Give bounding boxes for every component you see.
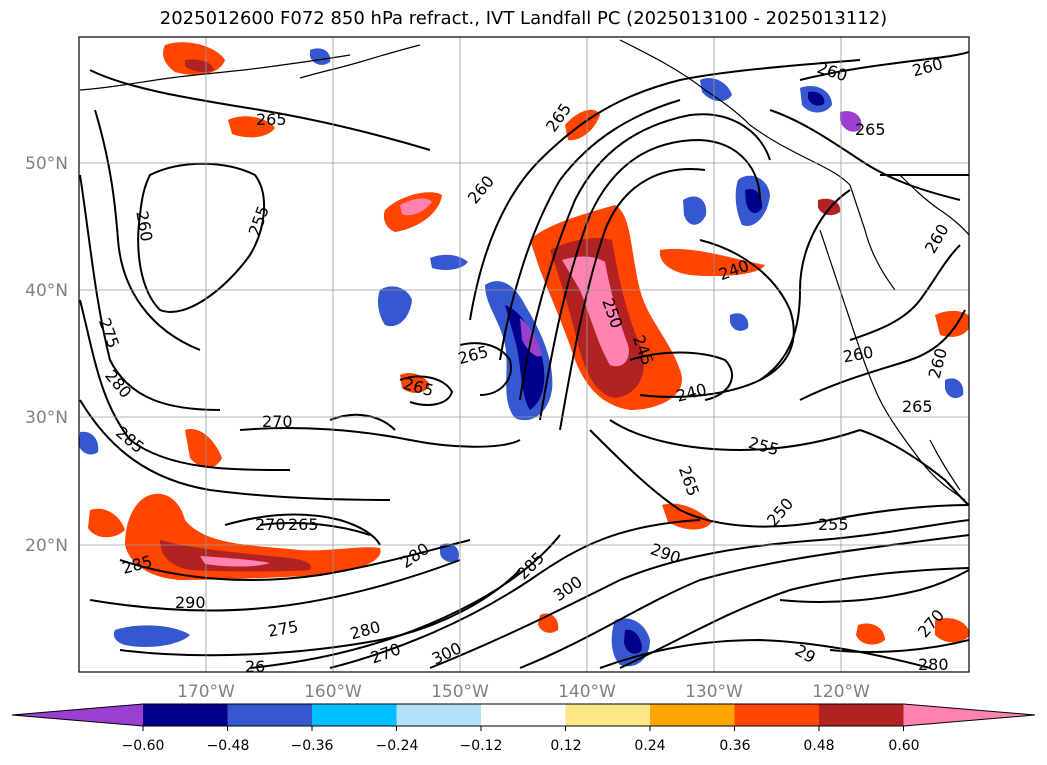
colorbar-segment <box>819 704 904 726</box>
contour-label: 265 <box>855 120 886 139</box>
lat-label-40n: 40°N <box>25 281 68 301</box>
colorbar-tick-label: 0.48 <box>803 738 834 754</box>
lon-label-170w: 170°W <box>177 682 235 702</box>
contour-label: 290 <box>175 593 206 612</box>
coastlines <box>79 39 969 501</box>
contour-label: 255 <box>818 515 849 534</box>
map-title: 2025012600 F072 850 hPa refract., IVT La… <box>159 8 888 29</box>
colorbar: −0.60 −0.48 −0.36 −0.24 −0.12 0.12 0.24 … <box>11 703 1036 754</box>
colorbar-tick-label: 0.24 <box>634 738 665 754</box>
contour-label: 280 <box>918 655 949 674</box>
lon-label-130w: 130°W <box>685 682 743 702</box>
latitude-labels: 50°N 40°N 30°N 20°N <box>25 154 68 556</box>
colorbar-tick-label: −0.48 <box>207 738 250 754</box>
lon-label-140w: 140°W <box>558 682 616 702</box>
lat-label-30n: 30°N <box>25 408 68 428</box>
colorbar-segment <box>143 704 228 726</box>
lat-label-20n: 20°N <box>25 536 68 556</box>
colorbar-tick-label: −0.12 <box>460 738 503 754</box>
colorbar-segment <box>650 704 735 726</box>
colorbar-segment <box>227 704 313 726</box>
colorbar-tick-label: −0.36 <box>291 738 334 754</box>
longitude-labels: 170°W 160°W 150°W 140°W 130°W 120°W <box>177 682 870 702</box>
colorbar-segment <box>565 704 651 726</box>
colorbar-segment <box>396 704 482 726</box>
contour-label: 265 <box>288 515 319 534</box>
contour-label: 265 <box>902 397 933 416</box>
colorbar-tick-label: 0.12 <box>550 738 581 754</box>
colorbar-segment <box>734 704 820 726</box>
colorbar-segment <box>481 704 566 726</box>
shaded-field <box>79 42 969 667</box>
colorbar-tick-label: 0.36 <box>719 738 750 754</box>
gridlines <box>79 37 969 672</box>
contour-label: 270 <box>262 412 293 431</box>
map-frame <box>78 36 970 673</box>
lon-label-160w: 160°W <box>304 682 362 702</box>
colorbar-tick-label: 0.60 <box>888 738 919 754</box>
colorbar-segment <box>312 704 397 726</box>
contour-label: 26 <box>245 657 265 676</box>
colorbar-extend-left <box>12 704 143 726</box>
colorbar-tick-label: −0.24 <box>376 738 419 754</box>
lon-label-150w: 150°W <box>431 682 489 702</box>
contour-label: 270 <box>255 515 286 534</box>
lon-label-120w: 120°W <box>812 682 870 702</box>
lat-label-50n: 50°N <box>25 154 68 174</box>
colorbar-extend-right <box>903 704 1035 726</box>
contour-label: 265 <box>256 110 287 129</box>
colorbar-tick-label: −0.60 <box>122 738 165 754</box>
